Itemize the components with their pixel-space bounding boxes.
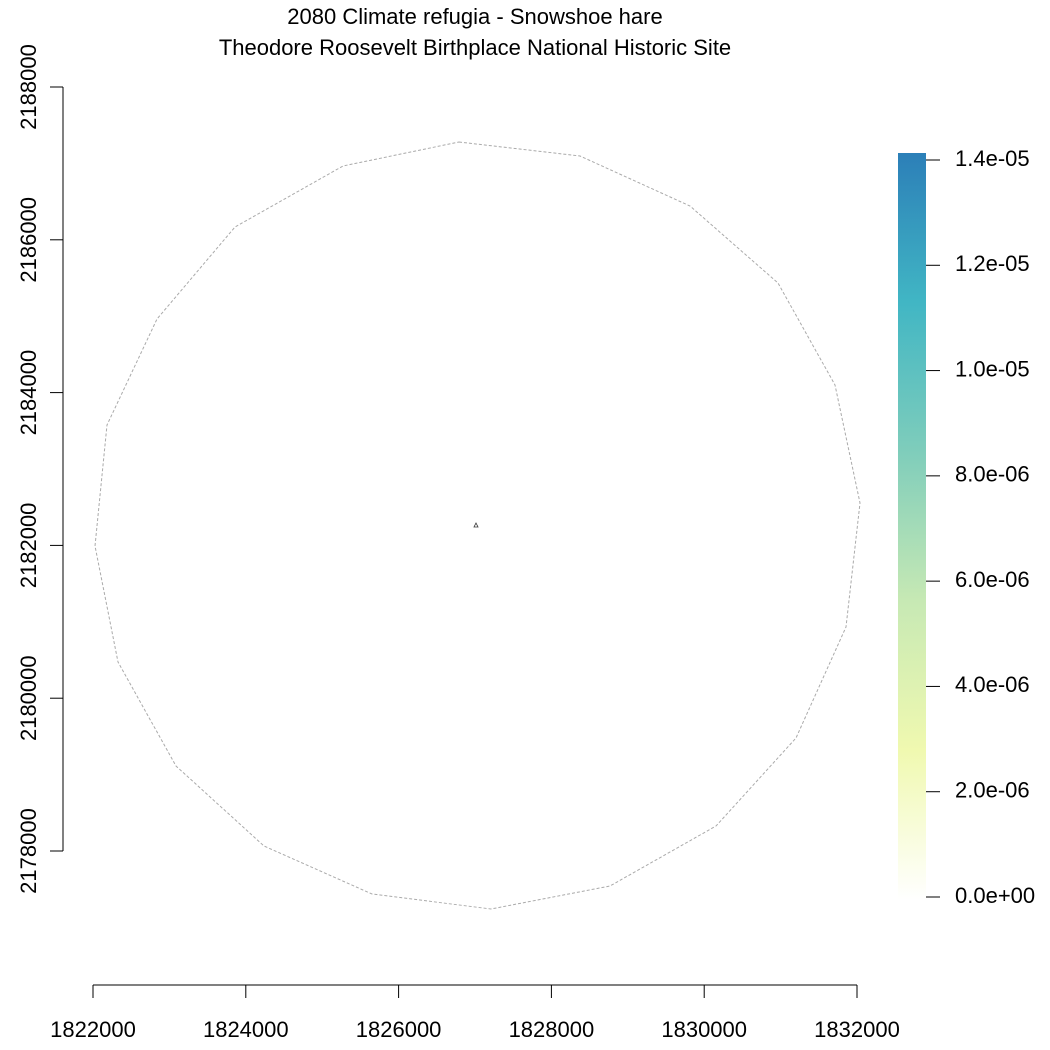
x-tick-label: 1828000 [509, 1017, 595, 1042]
x-tick-label: 1824000 [203, 1017, 289, 1042]
colorbar [898, 153, 926, 900]
x-tick-label: 1832000 [814, 1017, 900, 1042]
y-tick-label: 2184000 [16, 350, 41, 436]
x-tick-label: 1822000 [50, 1017, 136, 1042]
colorbar-tick-label: 4.0e-06 [955, 672, 1030, 697]
y-tick-label: 2186000 [16, 197, 41, 283]
map-title: 2080 Climate refugia - Snowshoe hare [287, 4, 662, 29]
colorbar-tick-label: 1.4e-05 [955, 146, 1030, 171]
y-tick-label: 2182000 [16, 503, 41, 589]
colorbar-tick-label: 1.0e-05 [955, 356, 1030, 381]
y-tick-label: 2178000 [16, 808, 41, 894]
colorbar-tick-label: 6.0e-06 [955, 567, 1030, 592]
y-tick-label: 2188000 [16, 44, 41, 130]
colorbar-tick-label: 1.2e-05 [955, 251, 1030, 276]
colorbar-tick-label: 2.0e-06 [955, 778, 1030, 803]
y-tick-label: 2180000 [16, 655, 41, 741]
site-marker [473, 522, 479, 528]
colorbar-tick-label: 8.0e-06 [955, 462, 1030, 487]
site-buffer-boundary [94, 141, 861, 910]
x-tick-label: 1826000 [356, 1017, 442, 1042]
map-subtitle: Theodore Roosevelt Birthplace National H… [219, 35, 731, 60]
colorbar-tick-label: 0.0e+00 [955, 883, 1035, 908]
x-tick-label: 1830000 [661, 1017, 747, 1042]
